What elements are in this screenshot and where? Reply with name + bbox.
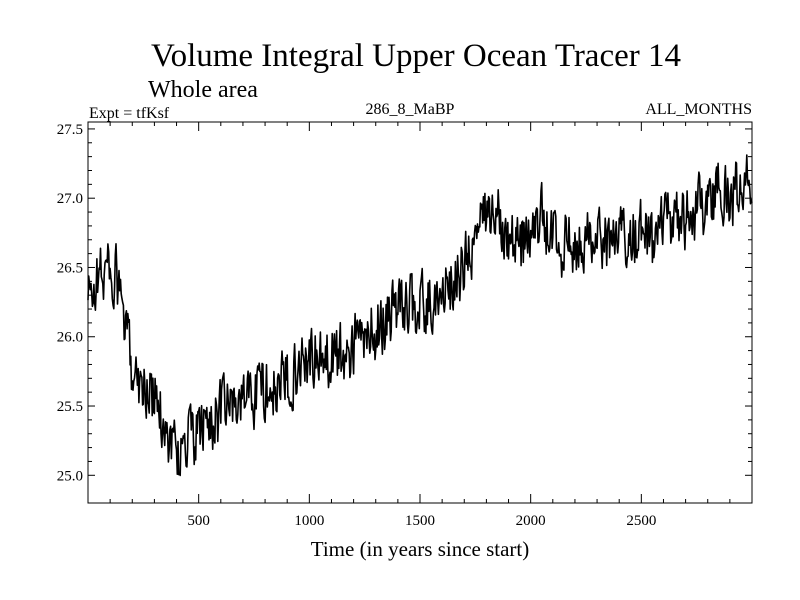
- series-layer: [87, 154, 753, 477]
- y-tick-label: 27.0: [57, 191, 83, 207]
- plot-frame: [87, 121, 753, 504]
- period-label: 286_8_MaBP: [366, 101, 455, 118]
- y-tick-labels: 25.0 25.5 26.0 26.5 27.0 27.5: [57, 122, 83, 484]
- x-tick-label: 1500: [405, 513, 435, 529]
- y-tick-label: 27.5: [57, 122, 83, 138]
- x-tick-label: 2500: [626, 513, 656, 529]
- x-tick-label: 1000: [294, 513, 324, 529]
- x-tick-label: 2000: [516, 513, 546, 529]
- y-tick-label: 25.5: [57, 399, 83, 415]
- series-line: [87, 154, 753, 477]
- y-tick-label: 25.0: [57, 468, 83, 484]
- x-axis-label: Time (in years since start): [311, 537, 530, 561]
- months-label: ALL_MONTHS: [645, 101, 752, 118]
- y-tick-label: 26.5: [57, 260, 83, 276]
- chart-subtitle: Whole area: [148, 77, 258, 103]
- axis-ticks: [88, 122, 752, 503]
- x-tick-label: 500: [187, 513, 210, 529]
- chart-title: Volume Integral Upper Ocean Tracer 14: [151, 38, 681, 74]
- y-tick-label: 26.0: [57, 330, 83, 346]
- experiment-label: Expt = tfKsf: [89, 105, 170, 122]
- x-tick-labels: 500 1000 1500 2000 2500: [187, 513, 656, 529]
